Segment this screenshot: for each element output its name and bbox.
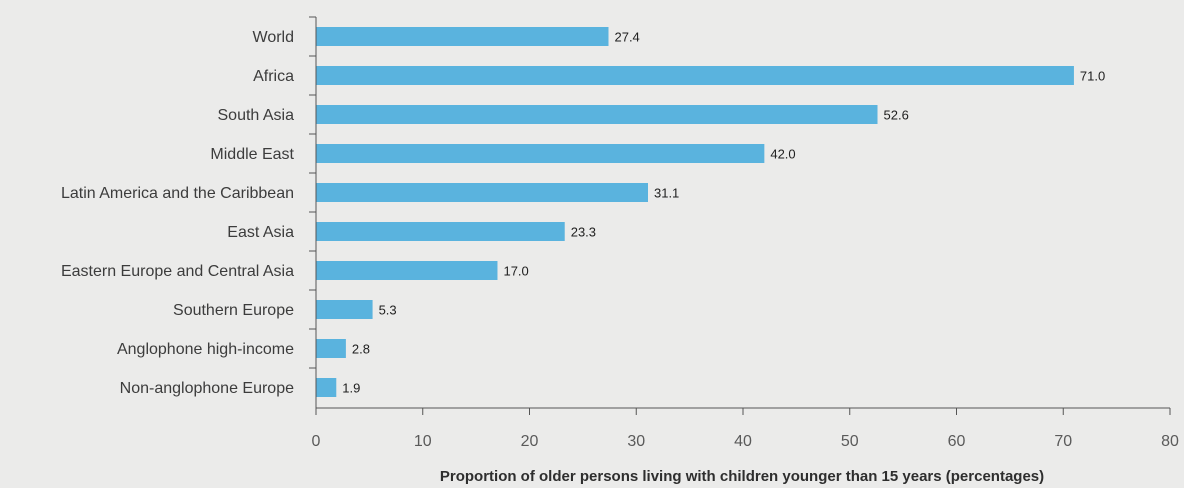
x-tick-label: 80	[1161, 433, 1179, 450]
x-tick-labels: 0 10 20 30 40 50 60 70 80	[312, 433, 1179, 450]
value-label: 17.0	[503, 264, 528, 279]
category-label: Anglophone high-income	[117, 341, 294, 358]
bar	[316, 300, 373, 319]
category-label: Middle East	[210, 146, 294, 163]
x-tick-label: 40	[734, 433, 752, 450]
bar	[316, 27, 609, 46]
category-label: Africa	[253, 68, 294, 85]
value-label: 31.1	[654, 186, 679, 201]
value-label: 1.9	[342, 381, 360, 396]
value-label: 52.6	[884, 108, 909, 123]
bar	[316, 339, 346, 358]
x-tick-label: 70	[1054, 433, 1072, 450]
x-axis-title: Proportion of older persons living with …	[440, 468, 1044, 485]
value-label: 23.3	[571, 225, 596, 240]
value-label: 2.8	[352, 342, 370, 357]
x-tick-label: 60	[948, 433, 966, 450]
category-label: South Asia	[218, 107, 295, 124]
bar	[316, 144, 765, 163]
bar	[316, 378, 337, 397]
category-label: Southern Europe	[173, 302, 294, 319]
category-label: Non-anglophone Europe	[120, 380, 294, 397]
bar	[316, 261, 498, 280]
value-label: 27.4	[614, 30, 639, 45]
bar	[316, 105, 878, 124]
value-label: 71.0	[1080, 69, 1105, 84]
axes	[309, 16, 1171, 415]
category-label: Latin America and the Caribbean	[61, 185, 294, 202]
x-tick-label: 30	[627, 433, 645, 450]
category-label: Eastern Europe and Central Asia	[61, 263, 294, 280]
bar	[316, 66, 1074, 85]
value-label: 42.0	[770, 147, 795, 162]
bar	[316, 222, 565, 241]
x-tick-label: 0	[312, 433, 321, 450]
bar	[316, 183, 648, 202]
bars-group	[316, 27, 1074, 397]
x-tick-label: 20	[521, 433, 539, 450]
category-label: World	[253, 29, 295, 46]
x-tick-label: 50	[841, 433, 859, 450]
category-labels: World Africa South Asia Middle East Latin Am…	[61, 29, 295, 397]
value-labels: 27.4 71.0 52.6 42.0 31.1 23.3 17.0 5.3 2.8 1.9	[342, 30, 1105, 396]
value-label: 5.3	[379, 303, 397, 318]
x-tick-label: 10	[414, 433, 432, 450]
category-label: East Asia	[227, 224, 294, 241]
